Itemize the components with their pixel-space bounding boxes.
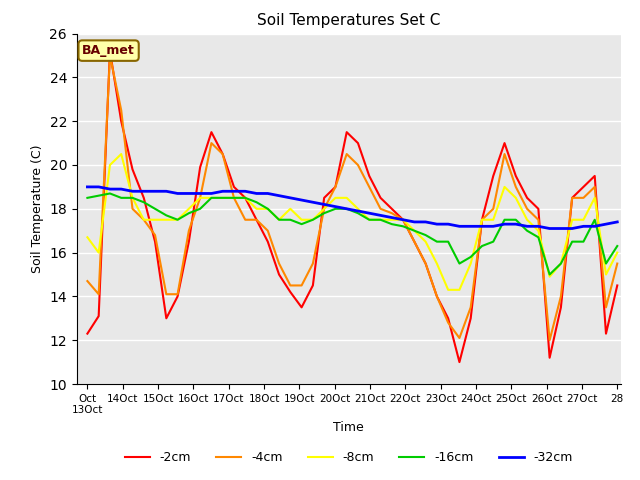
- Y-axis label: Soil Temperature (C): Soil Temperature (C): [31, 144, 44, 273]
- X-axis label: Time: Time: [333, 421, 364, 434]
- Text: BA_met: BA_met: [82, 44, 135, 57]
- Title: Soil Temperatures Set C: Soil Temperatures Set C: [257, 13, 440, 28]
- Legend: -2cm, -4cm, -8cm, -16cm, -32cm: -2cm, -4cm, -8cm, -16cm, -32cm: [120, 446, 578, 469]
